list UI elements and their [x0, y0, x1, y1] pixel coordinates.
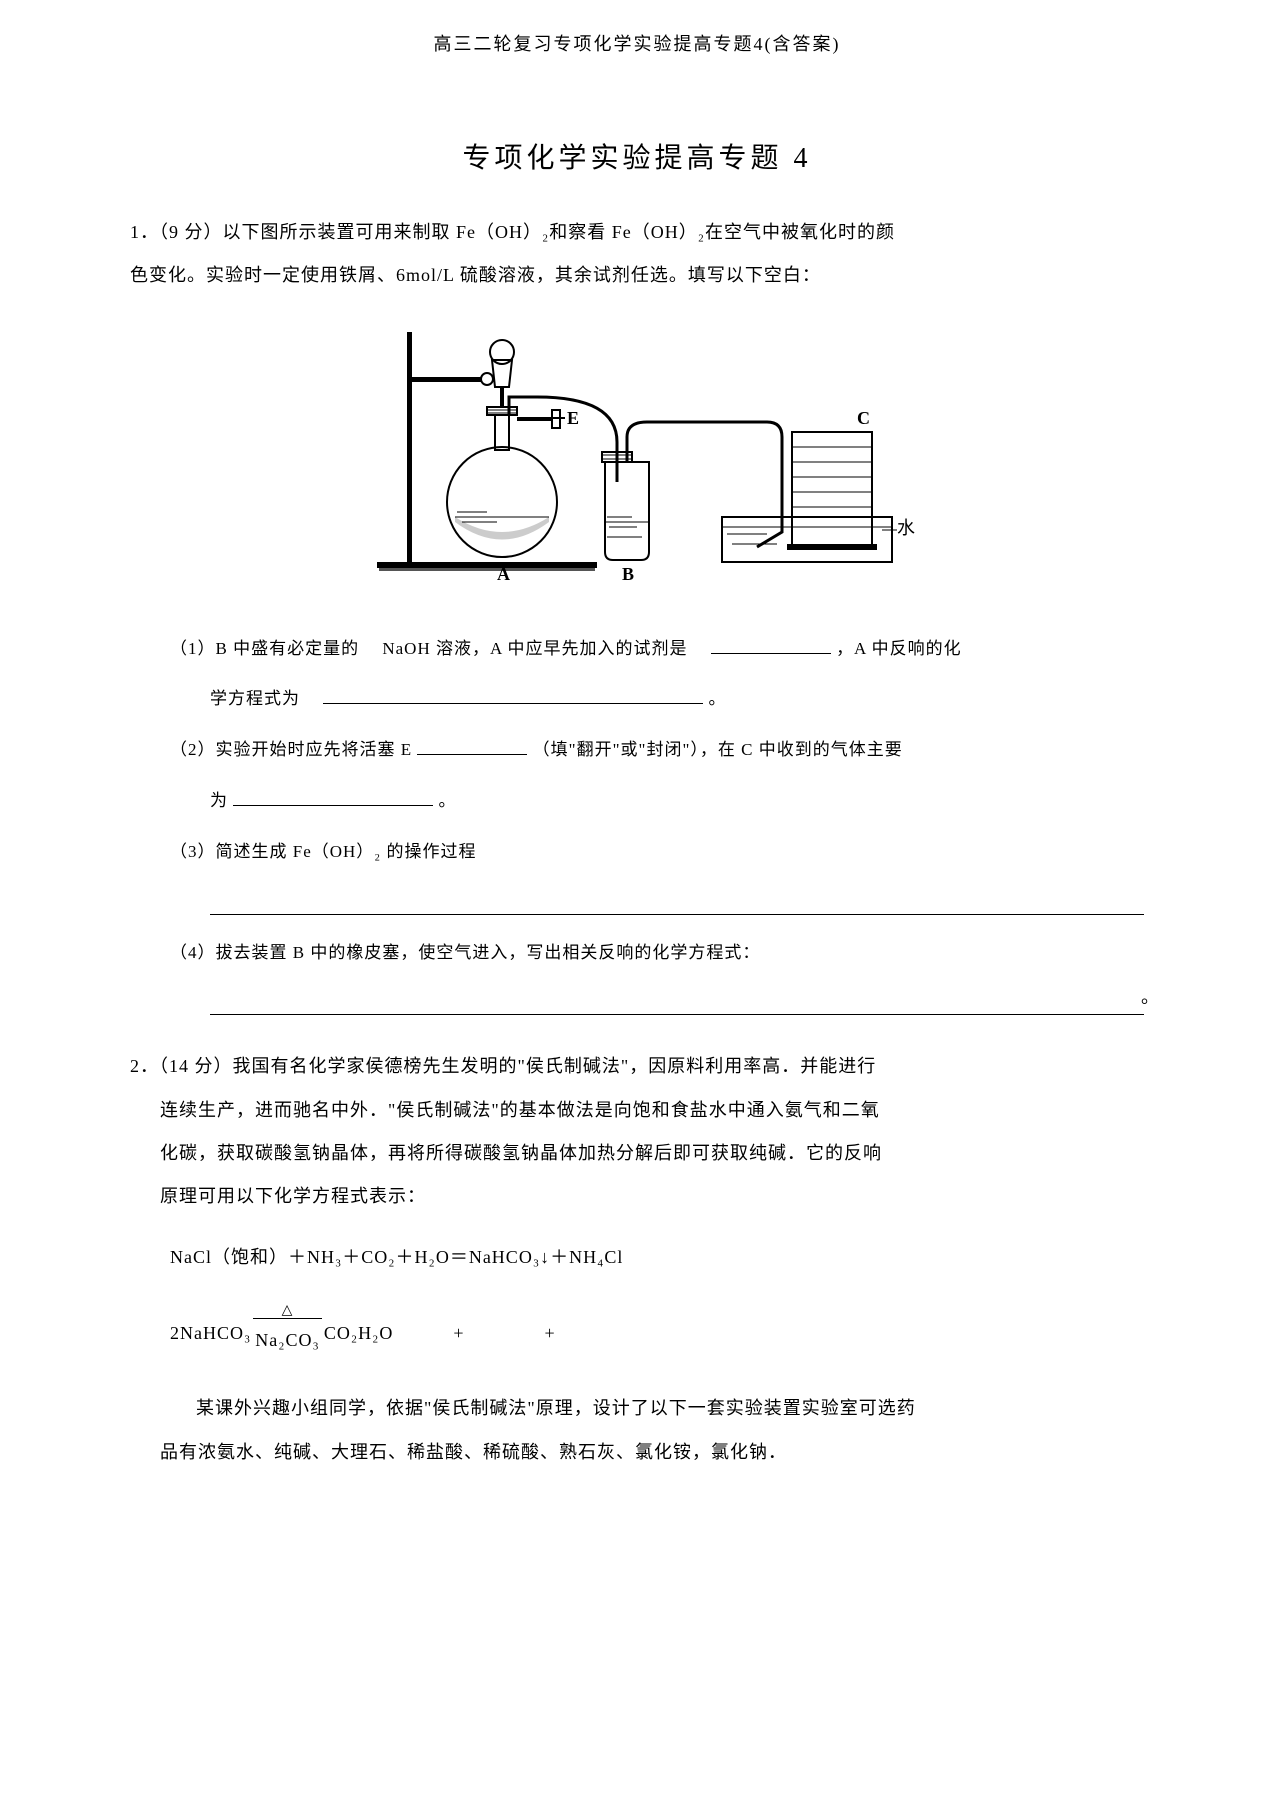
eq2-left: 2NaHCO₃: [170, 1312, 251, 1355]
q1-line2: 色变化。实验时一定使用铁屑、6mol/L 硫酸溶液，其余试剂任选。填写以下空白：: [130, 254, 1144, 297]
blank-reagent: [711, 653, 831, 654]
q1-sub2-line2: 为 。: [130, 781, 1144, 822]
blank-stopcock: [417, 754, 527, 755]
q2-line4: 原理可用以下化学方程式表示：: [130, 1175, 1144, 1218]
svg-text:水: 水: [897, 518, 915, 538]
q2-para2: 品有浓氨水、纯碱、大理石、稀盐酸、稀硫酸、熟石灰、氯化铵，氯化钠．: [130, 1431, 1144, 1474]
q1-sub1-text-c: 学方程式为: [210, 689, 318, 708]
q1-sub1-line2: 学方程式为 。: [130, 679, 1144, 720]
svg-text:E: E: [567, 408, 579, 428]
eq2-mid: Na₂CO₃: [253, 1318, 322, 1362]
question-2: 2．（14 分）我国有名化学家侯德榜先生发明的"侯氏制碱法"，因原料利用率高．并…: [130, 1045, 1144, 1474]
eq2-plus1: +: [453, 1312, 464, 1355]
q1-sub1-text-d: 。: [709, 689, 727, 708]
page-header: 高三二轮复习专项化学实验提高专题4(含答案): [130, 30, 1144, 56]
blank-gas: [233, 805, 433, 806]
eq2-right: CO₂H₂O: [324, 1312, 394, 1355]
svg-text:C: C: [857, 408, 870, 428]
blank-equation2: 。: [210, 991, 1144, 1015]
question-1: 1．（9 分）以下图所示装置可用来制取 Fe（OH）₂和察看 Fe（OH）₂在空…: [130, 211, 1144, 1015]
q1-sub3: （3）简述生成 Fe（OH）₂ 的操作过程: [130, 832, 1144, 873]
apparatus-diagram: E C 水: [130, 322, 1144, 598]
blank-procedure: [210, 891, 1144, 915]
blank-equation: [323, 703, 703, 704]
q1-sub2-text-d: 。: [439, 791, 457, 810]
main-title: 专项化学实验提高专题 4: [130, 136, 1144, 176]
label-b: B: [622, 564, 634, 582]
label-a: A: [497, 564, 510, 582]
q1-sub1-text-b: ，A 中反响的化: [836, 639, 962, 658]
q2-line3: 化碳，获取碳酸氢钠晶体，再将所得碳酸氢钠晶体加热分解后即可获取纯碱．它的反响: [130, 1132, 1144, 1175]
q1-sub2: （2）实验开始时应先将活塞 E （填"翻开"或"封闭"），在 C 中收到的气体主…: [130, 730, 1144, 771]
equation-1: NaCl（饱和）＋NH₃＋CO₂＋H₂O＝NaHCO₃↓＋NH₄Cl: [170, 1236, 1144, 1279]
eq2-plus2: +: [545, 1312, 556, 1355]
q2-line2: 连续生产，进而驰名中外．"侯氏制碱法"的基本做法是向饱和食盐水中通入氨气和二氧: [130, 1089, 1144, 1132]
q1-sub4: （4）拔去装置 B 中的橡皮塞，使空气进入，写出相关反响的化学方程式：: [130, 933, 1144, 974]
q1-line1: 1．（9 分）以下图所示装置可用来制取 Fe（OH）₂和察看 Fe（OH）₂在空…: [130, 211, 1144, 254]
q1-sub1: （1）B 中盛有必定量的 NaOH 溶液，A 中应早先加入的试剂是 ，A 中反响…: [130, 629, 1144, 670]
equation-2: 2NaHCO₃ △ Na₂CO₃ CO₂H₂O + +: [170, 1304, 1144, 1362]
q1-sub2-text-c: 为: [210, 791, 228, 810]
q1-sub2-text-a: （2）实验开始时应先将活塞 E: [170, 740, 412, 759]
q2-para1: 某课外兴趣小组同学，依据"侯氏制碱法"原理，设计了以下一套实验装置实验室可选药: [130, 1387, 1144, 1430]
q1-sub2-text-b: （填"翻开"或"封闭"），在 C 中收到的气体主要: [533, 740, 903, 759]
q2-line1: 2．（14 分）我国有名化学家侯德榜先生发明的"侯氏制碱法"，因原料利用率高．并…: [130, 1045, 1144, 1088]
q1-sub1-text-a: （1）B 中盛有必定量的 NaOH 溶液，A 中应早先加入的试剂是: [170, 639, 706, 658]
